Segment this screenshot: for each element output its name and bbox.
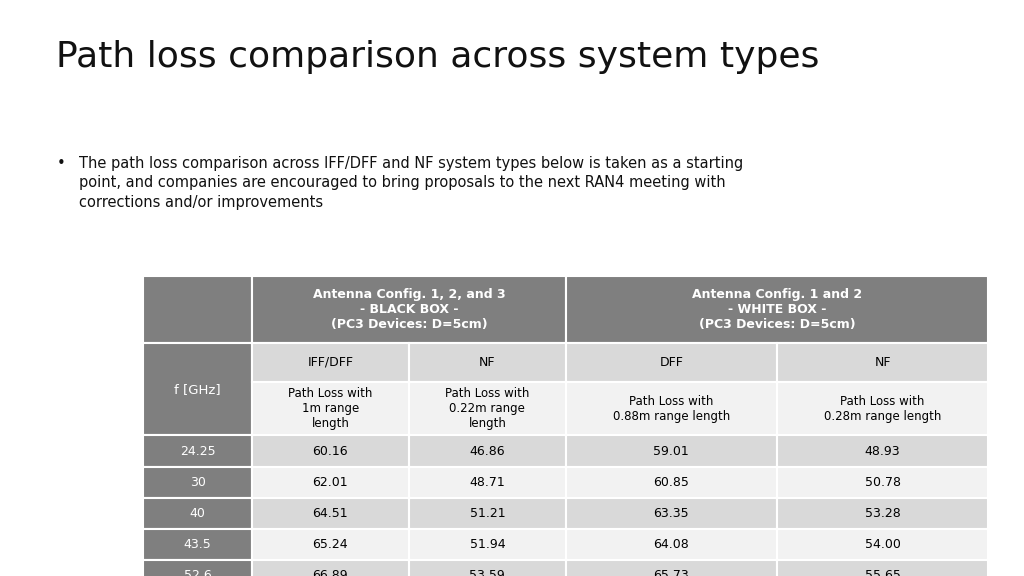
Bar <box>143 529 252 560</box>
Text: Path Loss with
1m range
length: Path Loss with 1m range length <box>288 387 373 430</box>
Text: 63.35: 63.35 <box>653 507 689 520</box>
Text: 51.94: 51.94 <box>469 538 505 551</box>
Text: 51.21: 51.21 <box>469 507 505 520</box>
Bar <box>777 498 988 529</box>
Bar <box>777 435 988 467</box>
Bar <box>777 382 988 435</box>
Bar <box>777 467 988 498</box>
Text: 52.6: 52.6 <box>183 569 212 576</box>
Bar <box>143 467 252 498</box>
Bar <box>252 467 409 498</box>
Bar <box>566 276 988 343</box>
Text: NF: NF <box>479 356 496 369</box>
Bar <box>409 467 566 498</box>
Text: 65.73: 65.73 <box>653 569 689 576</box>
Text: 48.93: 48.93 <box>864 445 900 457</box>
Bar <box>252 382 409 435</box>
Bar <box>252 435 409 467</box>
Text: •: • <box>56 156 66 170</box>
Bar <box>777 560 988 576</box>
Text: The path loss comparison across IFF/DFF and NF system types below is taken as a : The path loss comparison across IFF/DFF … <box>79 156 743 210</box>
Bar <box>143 435 252 467</box>
Text: Antenna Config. 1, 2, and 3
- BLACK BOX -
(PC3 Devices: D=5cm): Antenna Config. 1, 2, and 3 - BLACK BOX … <box>312 288 505 331</box>
Text: f [GHz]: f [GHz] <box>174 382 221 396</box>
Bar <box>252 343 409 382</box>
Text: 60.16: 60.16 <box>312 445 348 457</box>
Text: 24.25: 24.25 <box>180 445 215 457</box>
Bar <box>252 276 566 343</box>
Text: 43.5: 43.5 <box>183 538 212 551</box>
Bar <box>566 560 777 576</box>
Bar <box>566 382 777 435</box>
Bar <box>143 498 252 529</box>
Bar <box>252 498 409 529</box>
Text: 50.78: 50.78 <box>864 476 900 488</box>
Text: 62.01: 62.01 <box>312 476 348 488</box>
Text: Antenna Config. 1 and 2
- WHITE BOX -
(PC3 Devices: D=5cm): Antenna Config. 1 and 2 - WHITE BOX - (P… <box>692 288 862 331</box>
Bar <box>143 560 252 576</box>
Bar <box>252 560 409 576</box>
Bar <box>566 529 777 560</box>
Bar <box>143 343 252 435</box>
Bar <box>409 343 566 382</box>
Bar <box>252 529 409 560</box>
Text: 66.89: 66.89 <box>312 569 348 576</box>
Text: Path Loss with
0.88m range length: Path Loss with 0.88m range length <box>612 395 730 423</box>
Text: NF: NF <box>874 356 891 369</box>
Bar <box>566 467 777 498</box>
Text: 48.71: 48.71 <box>469 476 505 488</box>
Text: 40: 40 <box>189 507 206 520</box>
Text: 46.86: 46.86 <box>469 445 505 457</box>
Text: 65.24: 65.24 <box>312 538 348 551</box>
Bar <box>409 498 566 529</box>
Text: 64.08: 64.08 <box>653 538 689 551</box>
Text: 53.28: 53.28 <box>864 507 900 520</box>
Text: 59.01: 59.01 <box>653 445 689 457</box>
Text: 54.00: 54.00 <box>864 538 900 551</box>
Bar <box>566 343 777 382</box>
Bar <box>566 498 777 529</box>
Bar <box>409 435 566 467</box>
Text: 64.51: 64.51 <box>312 507 348 520</box>
Bar <box>143 276 252 343</box>
Bar <box>566 435 777 467</box>
Text: Path Loss with
0.28m range length: Path Loss with 0.28m range length <box>824 395 941 423</box>
Bar <box>409 529 566 560</box>
Text: DFF: DFF <box>659 356 683 369</box>
Bar <box>409 382 566 435</box>
Text: 30: 30 <box>189 476 206 488</box>
Text: 55.65: 55.65 <box>864 569 900 576</box>
Bar <box>777 343 988 382</box>
Text: 53.59: 53.59 <box>469 569 505 576</box>
Text: Path Loss with
0.22m range
length: Path Loss with 0.22m range length <box>445 387 529 430</box>
Text: IFF/DFF: IFF/DFF <box>307 356 353 369</box>
Text: 60.85: 60.85 <box>653 476 689 488</box>
Bar <box>409 560 566 576</box>
Bar <box>777 529 988 560</box>
Text: Path loss comparison across system types: Path loss comparison across system types <box>56 40 819 74</box>
